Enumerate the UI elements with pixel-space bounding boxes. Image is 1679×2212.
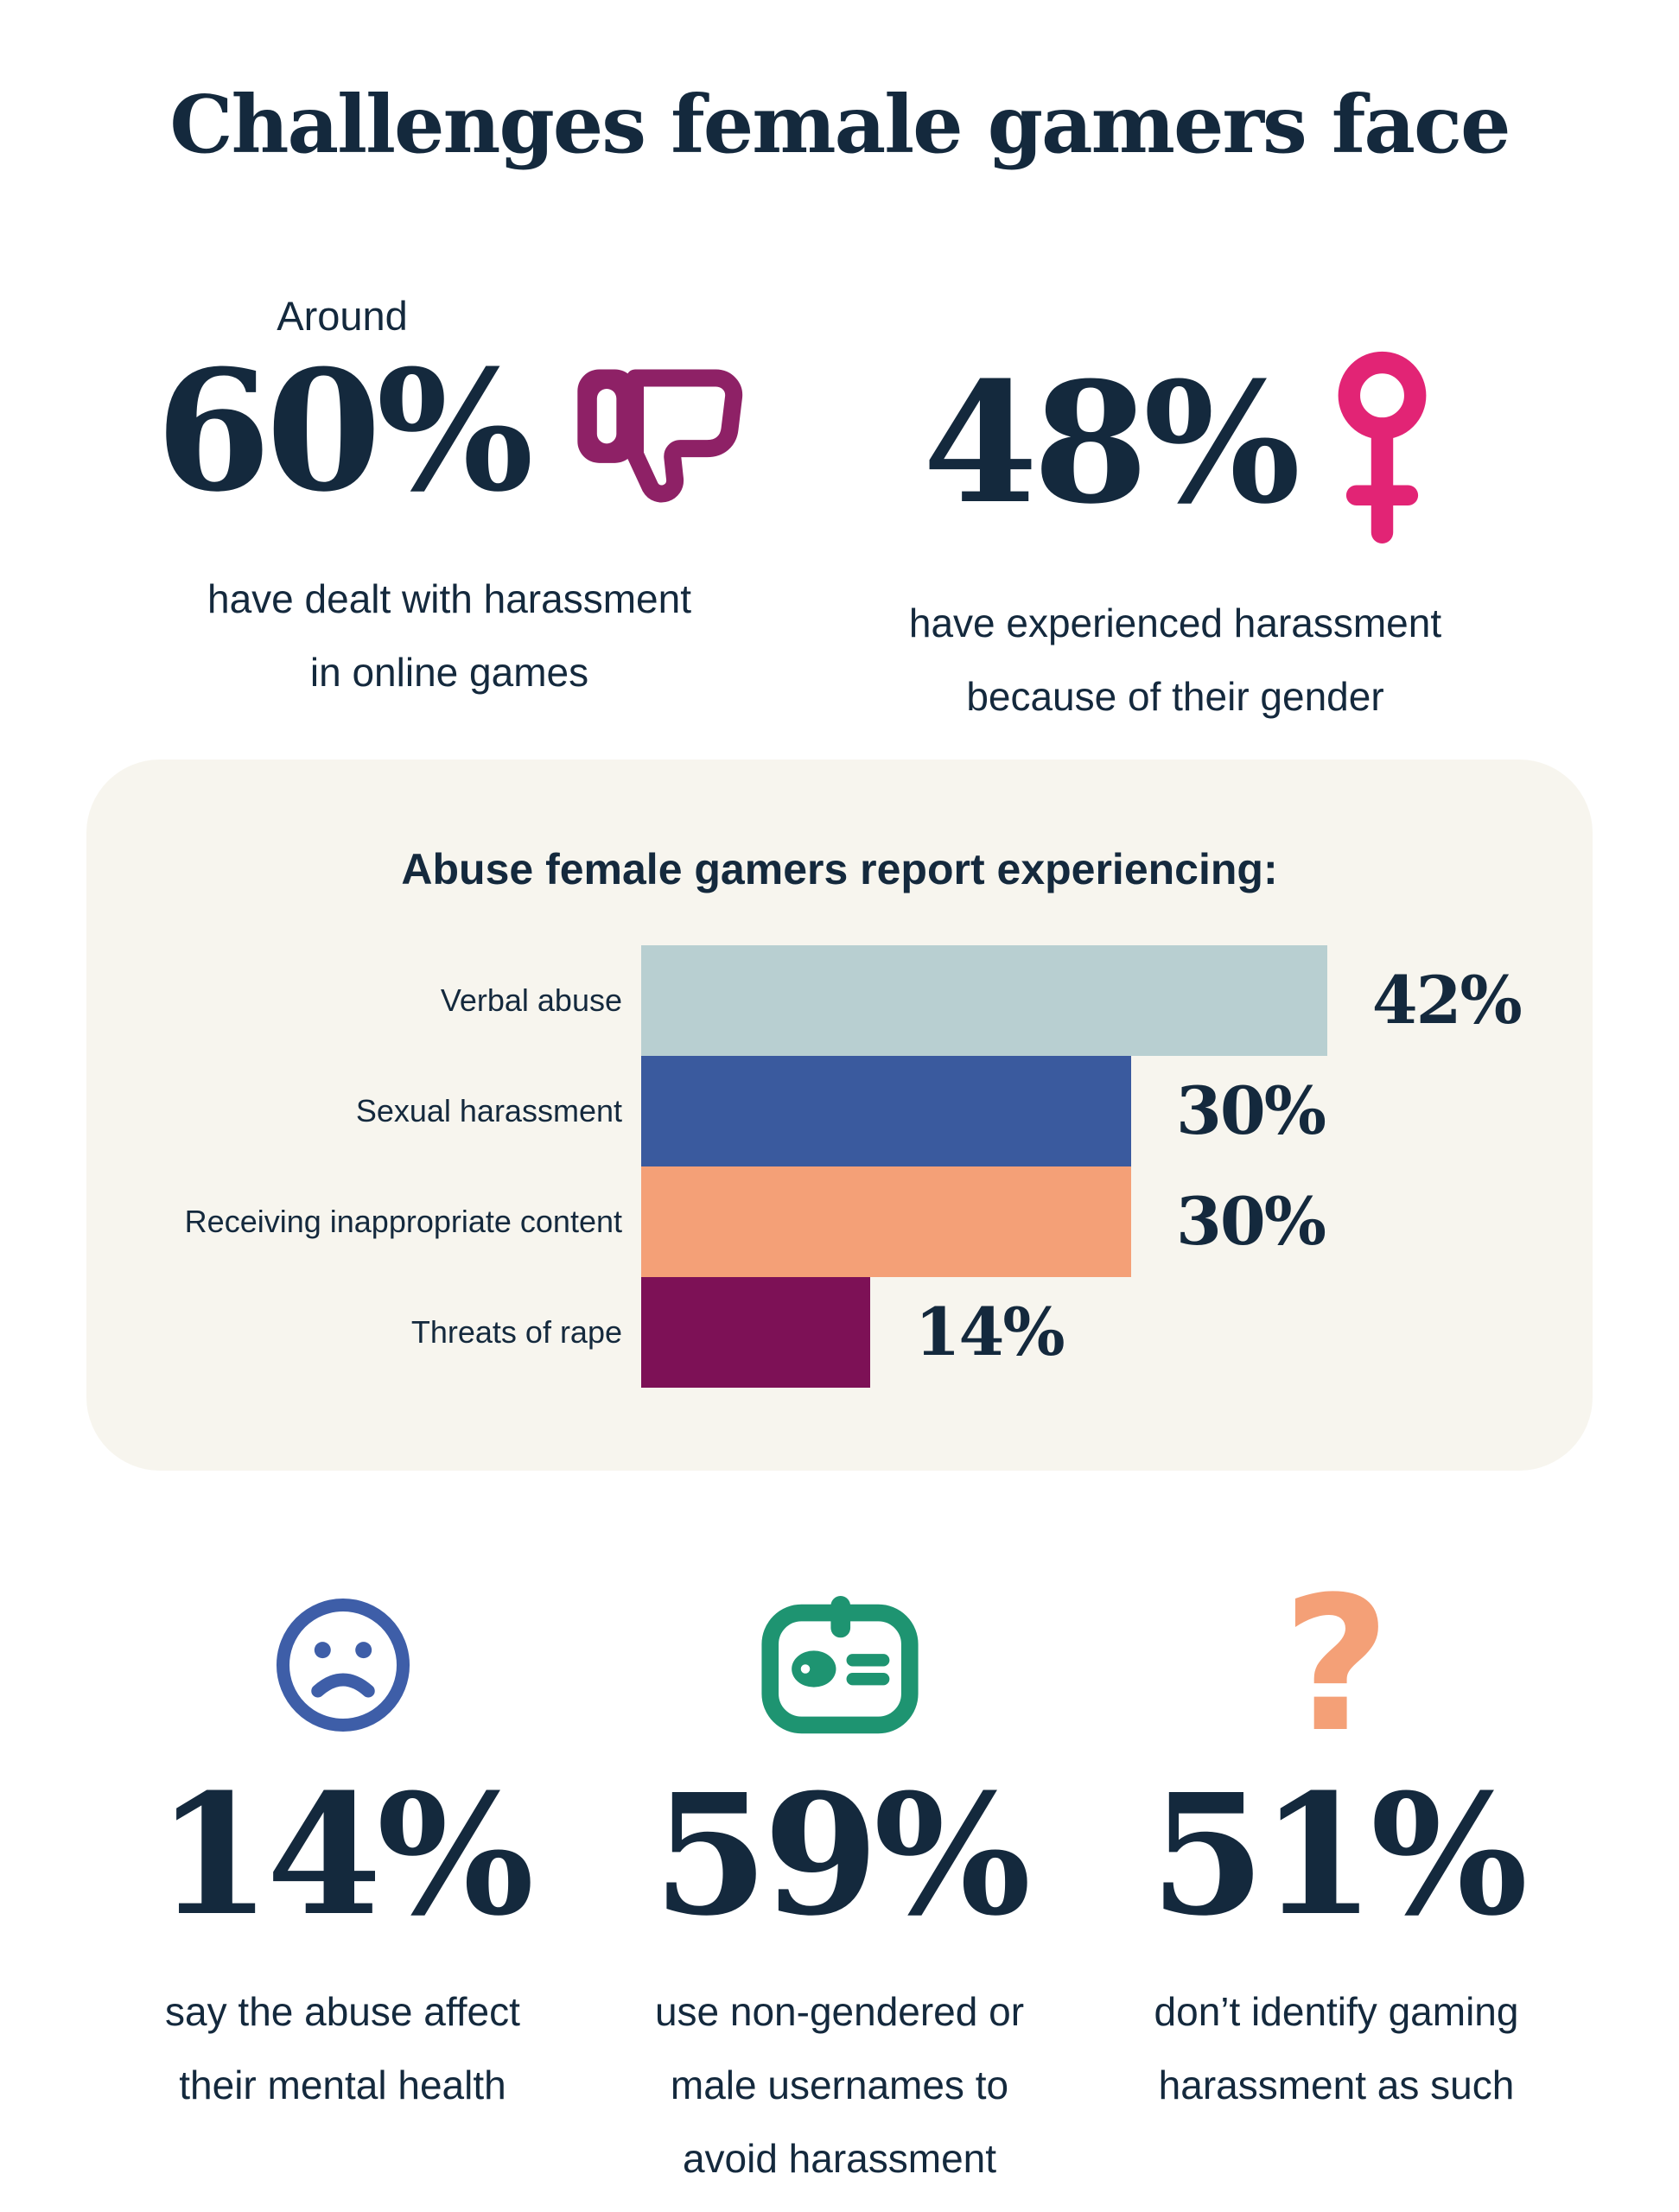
- stat-caption: don’t identify gaming harassment as such: [1154, 1988, 1519, 2107]
- chart-row: Verbal abuse 42%: [86, 944, 1593, 1056]
- chart-bar: [641, 1055, 1131, 1166]
- chart-value-label: 30%: [1176, 1072, 1326, 1150]
- page-title: Challenges female gamers face: [169, 78, 1510, 171]
- stat-value: 60%: [156, 334, 534, 529]
- id-badge-icon: [760, 1592, 919, 1738]
- chart-category-label: Receiving inappropriate content: [184, 1204, 622, 1240]
- stat-caption: use non-gendered or male usernames to av…: [654, 1988, 1025, 2181]
- stat-block-mental-health: 14% say the abuse affect their mental he…: [101, 1592, 585, 2196]
- stat-block-identify-harassment: ? 51% don’t identify gaming harassment a…: [1095, 1555, 1579, 2196]
- chart-bar: [641, 1166, 1131, 1277]
- chart-category-label: Verbal abuse: [440, 982, 622, 1019]
- stat-block-gender-harassment: 48% have experienced harassment because …: [847, 288, 1504, 734]
- chart-row: Threats of rape 14%: [86, 1276, 1593, 1388]
- stat-block-usernames: 59% use non-gendered or male usernames t…: [598, 1592, 1082, 2196]
- stat-prefix: [923, 288, 1296, 345]
- chart-category-label: Threats of rape: [410, 1314, 622, 1351]
- stat-number-block: 48%: [923, 288, 1428, 543]
- thumbs-down-icon: [570, 351, 743, 513]
- question-mark-icon: ?: [1282, 1555, 1390, 1773]
- bottom-stats-row: 14% say the abuse affect their mental he…: [0, 1555, 1679, 2196]
- chart-bar: [641, 944, 1327, 1056]
- chart-row: Receiving inappropriate content 30%: [86, 1166, 1593, 1277]
- female-icon: [1337, 345, 1428, 543]
- top-stats-row: Around 60% have dealt with harassment in…: [0, 288, 1679, 734]
- chart-bar: [641, 1276, 870, 1388]
- chart-value-label: 14%: [914, 1294, 1065, 1371]
- stat-caption: have dealt with harassment in online gam…: [207, 575, 691, 695]
- chart-value-label: 30%: [1176, 1183, 1326, 1261]
- stat-value: 59%: [652, 1758, 1032, 1953]
- question-mark-glyph: ?: [1282, 1555, 1390, 1773]
- sad-face-icon: [275, 1592, 411, 1738]
- chart-row: Sexual harassment 30%: [86, 1055, 1593, 1166]
- stat-number-block: Around 60%: [156, 288, 743, 519]
- chart-value-label: 42%: [1371, 962, 1523, 1039]
- chart-category-label: Sexual harassment: [355, 1093, 622, 1129]
- stat-value: 51%: [1149, 1758, 1529, 1953]
- stat-block-harassment-online: Around 60% have dealt with harassment in…: [95, 288, 804, 734]
- stat-value: 14%: [156, 1758, 535, 1953]
- chart-panel: Abuse female gamers report experiencing:…: [86, 760, 1593, 1471]
- stat-caption: have experienced harassment because of t…: [908, 601, 1442, 720]
- stat-value: 48%: [922, 346, 1301, 542]
- stat-prefix: Around: [277, 293, 408, 339]
- stat-caption: say the abuse affect their mental health: [165, 1988, 520, 2107]
- chart-title: Abuse female gamers report experiencing:: [401, 845, 1278, 894]
- chart-rows: Verbal abuse 42% Sexual harassment 30% Recei…: [86, 944, 1593, 1388]
